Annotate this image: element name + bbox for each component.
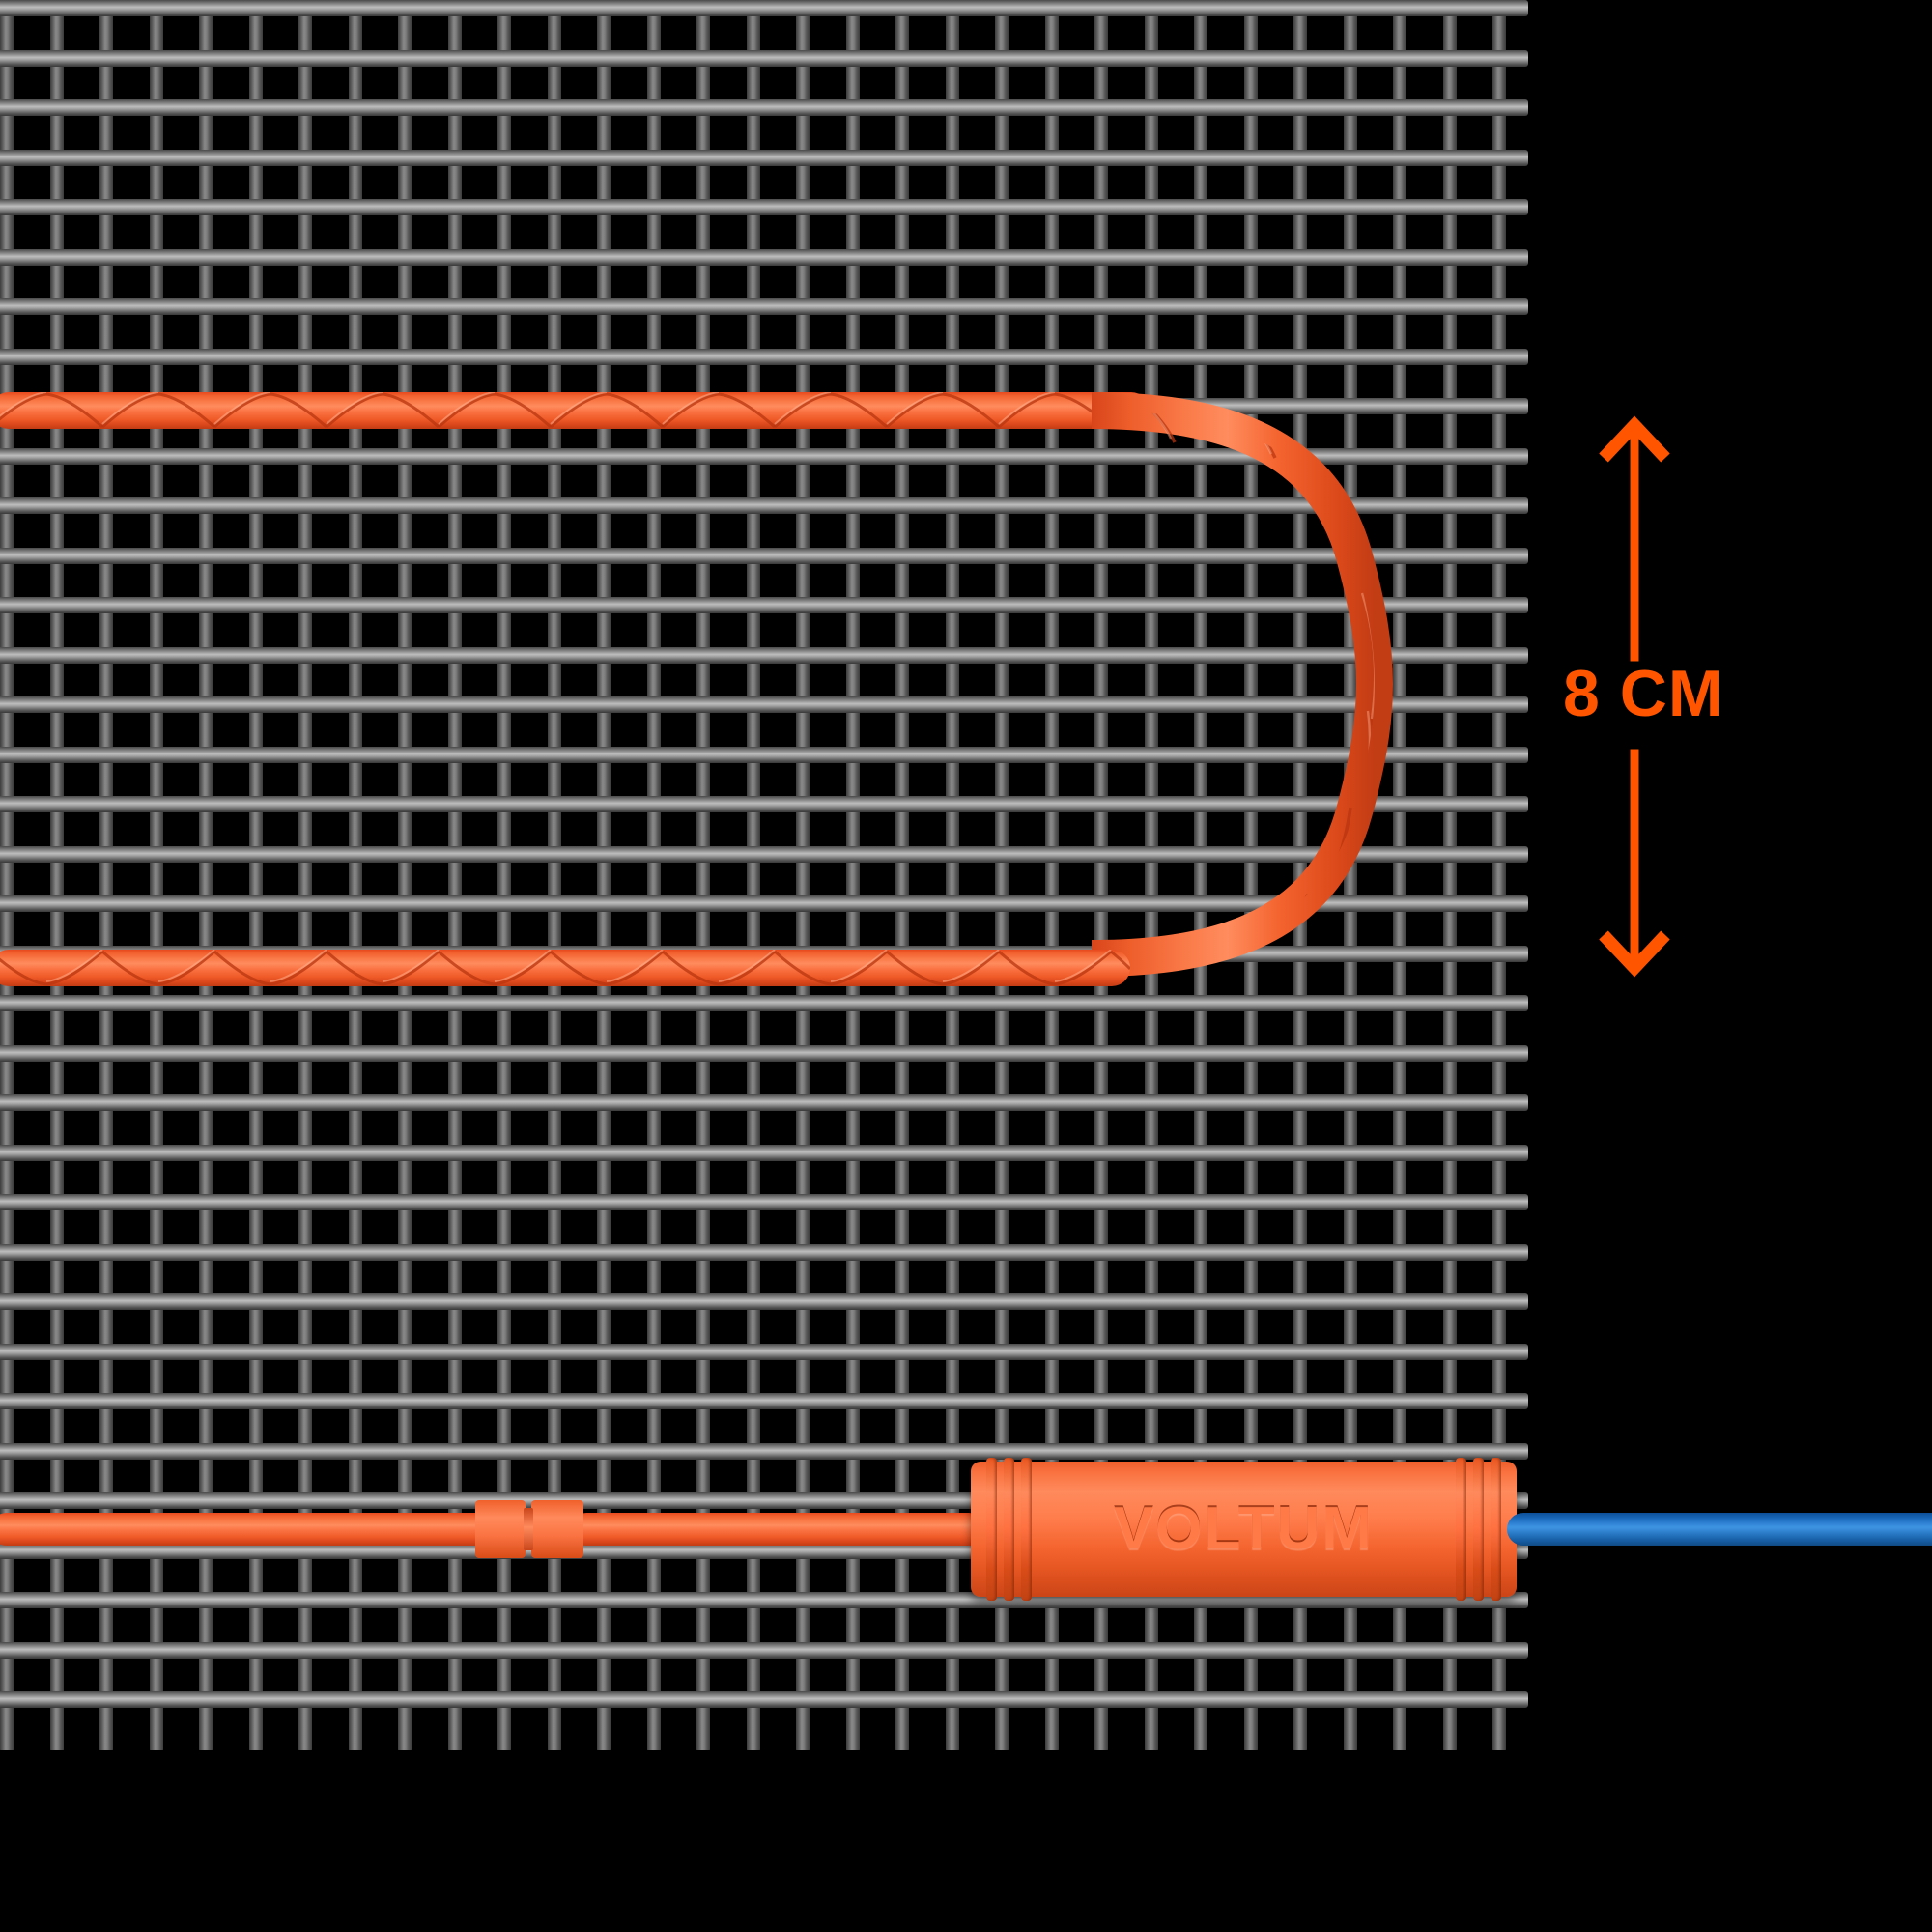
mesh-horizontal-wire (0, 0, 1528, 16)
mesh-horizontal-wire (0, 1343, 1528, 1360)
mesh-vertical-wire (1492, 0, 1506, 1750)
splice-clip-left-jaw (475, 1500, 526, 1558)
mesh-vertical-wire (497, 0, 511, 1750)
mesh-horizontal-wire (0, 1442, 1528, 1460)
mesh-vertical-wire (99, 0, 113, 1750)
mesh-vertical-wire (995, 0, 1009, 1750)
mesh-vertical-wire (1144, 0, 1158, 1750)
mesh-horizontal-wire (0, 49, 1528, 67)
connector-fin-right-2 (1473, 1458, 1484, 1601)
mesh-horizontal-wire (0, 497, 1528, 514)
mesh-horizontal-wire (0, 149, 1528, 166)
mesh-horizontal-wire (0, 1243, 1528, 1261)
connector-fin-left-1 (986, 1458, 997, 1601)
mesh-horizontal-wire (0, 845, 1528, 863)
mesh-vertical-wire (895, 0, 909, 1750)
heating-cable-upper-run (0, 392, 1150, 429)
mesh-vertical-wire (447, 0, 462, 1750)
mesh-horizontal-wire (0, 1293, 1528, 1310)
mesh-horizontal-wire (0, 298, 1528, 315)
cable-spiral-wrap-upper (0, 392, 1150, 429)
mesh-vertical-wire (696, 0, 710, 1750)
mesh-vertical-wire (597, 0, 611, 1750)
mesh-vertical-wire (746, 0, 760, 1750)
mesh-horizontal-wire (0, 646, 1528, 664)
splice-connector-body: VOLTUM (971, 1458, 1517, 1601)
mesh-horizontal-wire (0, 1691, 1528, 1708)
mesh-horizontal-wire (0, 99, 1528, 116)
mesh-horizontal-wire (0, 248, 1528, 266)
mesh-horizontal-wire (0, 1044, 1528, 1062)
mesh-horizontal-wire (0, 447, 1528, 465)
mesh-horizontal-wire (0, 796, 1528, 812)
connector-fin-left-2 (1004, 1458, 1014, 1601)
mesh-vertical-wire (348, 0, 362, 1750)
splice-clip-gap (524, 1508, 533, 1550)
spacing-dimension-arrow (1580, 415, 1696, 980)
mesh-vertical-wire (646, 0, 661, 1750)
mesh-horizontal-wire (0, 547, 1528, 564)
connector-fin-right-3 (1491, 1458, 1501, 1601)
heating-cable-u-bend (1073, 383, 1410, 986)
mesh-vertical-wire (1393, 0, 1406, 1750)
mesh-horizontal-wire (0, 597, 1528, 613)
cable-spiral-wrap-lower (0, 950, 1130, 986)
mesh-vertical-wire (1442, 0, 1457, 1750)
mesh-horizontal-wire (0, 995, 1528, 1011)
mesh-vertical-wire (49, 0, 64, 1750)
mesh-vertical-wire (398, 0, 412, 1750)
cold-lead-blue-cable (1507, 1513, 1932, 1546)
mesh-horizontal-wire (0, 199, 1528, 215)
mesh-vertical-wire (149, 0, 163, 1750)
mesh-vertical-wire (248, 0, 263, 1750)
mesh-vertical-wire (945, 0, 959, 1750)
splice-clip-right-jaw (531, 1500, 583, 1558)
connector-brand-label: VOLTUM (1113, 1495, 1375, 1562)
mesh-horizontal-wire (0, 1144, 1528, 1161)
connector-fin-left-3 (1021, 1458, 1032, 1601)
mesh-vertical-wire (1293, 0, 1307, 1750)
mesh-vertical-wire (298, 0, 312, 1750)
mesh-vertical-wire (0, 0, 14, 1750)
cable-splice-clip (475, 1500, 583, 1558)
mesh-horizontal-wire (0, 696, 1528, 713)
mesh-horizontal-wire (0, 895, 1528, 912)
cold-lead-orange-left (0, 1513, 493, 1546)
spacing-dimension-label: 8 CM (1563, 657, 1724, 730)
mesh-vertical-wire (199, 0, 213, 1750)
mesh-vertical-wire (1343, 0, 1357, 1750)
mesh-horizontal-wire (0, 1641, 1528, 1659)
mesh-horizontal-wire (0, 348, 1528, 365)
mesh-vertical-wire (1094, 0, 1108, 1750)
heating-cable-lower-run (0, 950, 1130, 986)
cold-lead-orange-right (570, 1513, 985, 1546)
mesh-horizontal-wire (0, 1393, 1528, 1409)
mesh-horizontal-wire (0, 1094, 1528, 1111)
mesh-horizontal-wire (0, 746, 1528, 763)
connector-fin-right-1 (1456, 1458, 1466, 1601)
mesh-vertical-wire (796, 0, 810, 1750)
mesh-vertical-wire (1044, 0, 1059, 1750)
mesh-vertical-wire (845, 0, 860, 1750)
mesh-horizontal-wire (0, 1194, 1528, 1210)
mesh-vertical-wire (547, 0, 561, 1750)
